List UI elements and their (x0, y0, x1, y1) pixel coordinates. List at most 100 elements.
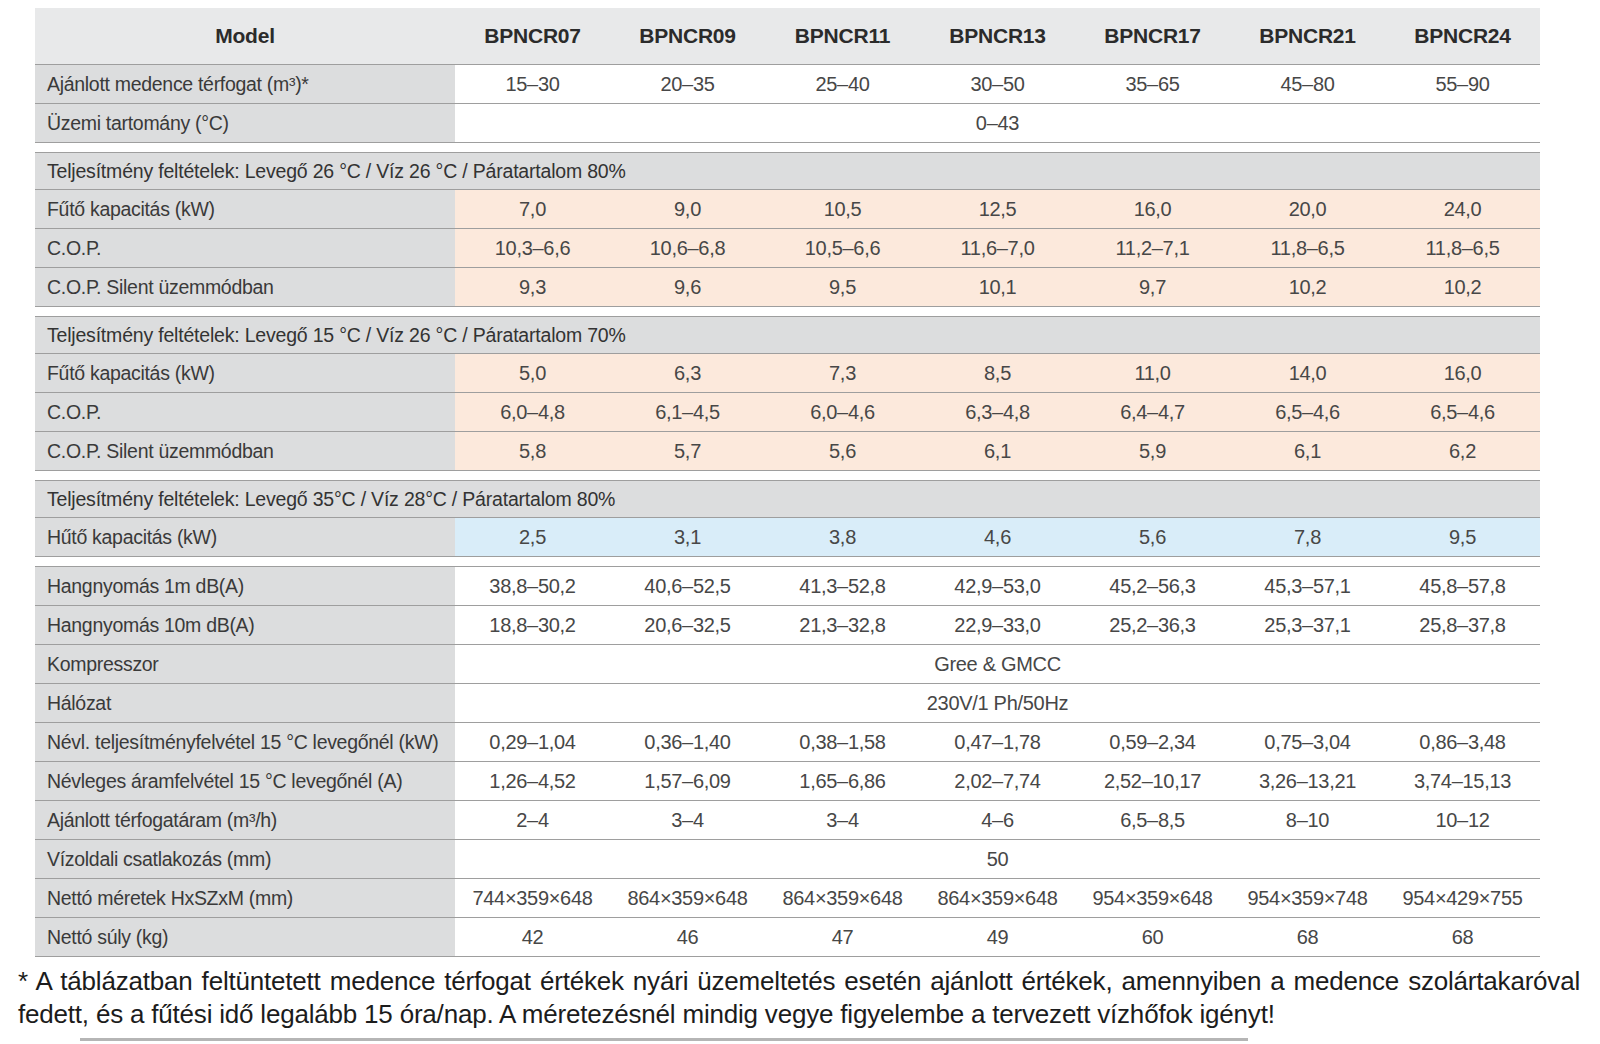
value-cell: 60 (1075, 918, 1230, 957)
value-cell: 0,47–1,78 (920, 723, 1075, 762)
col-header-bpncr09: BPNCR09 (610, 8, 765, 65)
row-label: Fűtő kapacitás (kW) (35, 190, 455, 229)
row-label: Hangnyomás 1m dB(A) (35, 567, 455, 606)
value-cell: 16,0 (1385, 354, 1540, 393)
value-cell: 0,86–3,48 (1385, 723, 1540, 762)
table-row: KompresszorGree & GMCC (35, 645, 1540, 684)
value-cell: 10–12 (1385, 801, 1540, 840)
row-label: Vízoldali csatlakozás (mm) (35, 840, 455, 879)
table-row: Fűtő kapacitás (kW)5,06,37,38,511,014,01… (35, 354, 1540, 393)
row-label: Névl. teljesítményfelvétel 15 °C levegőn… (35, 723, 455, 762)
section-gap-row (35, 471, 1540, 481)
row-label: Kompresszor (35, 645, 455, 684)
col-header-model: Model (35, 8, 455, 65)
value-cell: 864×359×648 (920, 879, 1075, 918)
value-cell: 20–35 (610, 65, 765, 104)
value-cell: 15–30 (455, 65, 610, 104)
value-cell: 49 (920, 918, 1075, 957)
value-cell: 3,74–15,13 (1385, 762, 1540, 801)
value-cell: 7,8 (1230, 518, 1385, 557)
value-cell: 6,3 (610, 354, 765, 393)
value-cell: 7,3 (765, 354, 920, 393)
table-row: Névleges áramfelvétel 15 °C levegőnél (A… (35, 762, 1540, 801)
value-cell: 25,3–37,1 (1230, 606, 1385, 645)
value-cell: 954×359×748 (1230, 879, 1385, 918)
gap-cell (35, 557, 1540, 567)
gap-cell (35, 143, 1540, 153)
value-cell: 12,5 (920, 190, 1075, 229)
section-gap-row (35, 143, 1540, 153)
merged-value-cell: 230V/1 Ph/50Hz (455, 684, 1540, 723)
value-cell: 3–4 (765, 801, 920, 840)
value-cell: 45–80 (1230, 65, 1385, 104)
table-header-row: Model BPNCR07 BPNCR09 BPNCR11 BPNCR13 BP… (35, 8, 1540, 65)
value-cell: 45,3–57,1 (1230, 567, 1385, 606)
row-label: C.O.P. Silent üzemmódban (35, 268, 455, 307)
table-row: Vízoldali csatlakozás (mm)50 (35, 840, 1540, 879)
value-cell: 2,5 (455, 518, 610, 557)
value-cell: 6,4–4,7 (1075, 393, 1230, 432)
value-cell: 2,02–7,74 (920, 762, 1075, 801)
value-cell: 6,1 (1230, 432, 1385, 471)
value-cell: 45,2–56,3 (1075, 567, 1230, 606)
value-cell: 21,3–32,8 (765, 606, 920, 645)
value-cell: 10,1 (920, 268, 1075, 307)
value-cell: 1,26–4,52 (455, 762, 610, 801)
section-header-row: Teljesítmény feltételek: Levegő 35°C / V… (35, 481, 1540, 518)
section-header-label: Teljesítmény feltételek: Levegő 35°C / V… (35, 481, 1540, 518)
spec-table-wrap: Model BPNCR07 BPNCR09 BPNCR11 BPNCR13 BP… (0, 0, 1600, 957)
row-label: Nettó súly (kg) (35, 918, 455, 957)
value-cell: 41,3–52,8 (765, 567, 920, 606)
col-header-bpncr24: BPNCR24 (1385, 8, 1540, 65)
merged-value-cell: 0–43 (455, 104, 1540, 143)
table-row: C.O.P. Silent üzemmódban9,39,69,510,19,7… (35, 268, 1540, 307)
value-cell: 6,1 (920, 432, 1075, 471)
value-cell: 55–90 (1385, 65, 1540, 104)
value-cell: 25,8–37,8 (1385, 606, 1540, 645)
table-row: Névl. teljesítményfelvétel 15 °C levegőn… (35, 723, 1540, 762)
value-cell: 7,0 (455, 190, 610, 229)
spec-table: Model BPNCR07 BPNCR09 BPNCR11 BPNCR13 BP… (35, 8, 1540, 957)
value-cell: 35–65 (1075, 65, 1230, 104)
value-cell: 9,5 (1385, 518, 1540, 557)
table-row: C.O.P.6,0–4,86,1–4,56,0–4,66,3–4,86,4–4,… (35, 393, 1540, 432)
value-cell: 46 (610, 918, 765, 957)
value-cell: 1,57–6,09 (610, 762, 765, 801)
value-cell: 3,1 (610, 518, 765, 557)
value-cell: 25,2–36,3 (1075, 606, 1230, 645)
value-cell: 0,38–1,58 (765, 723, 920, 762)
value-cell: 1,65–6,86 (765, 762, 920, 801)
value-cell: 42 (455, 918, 610, 957)
section-header-row: Teljesítmény feltételek: Levegő 15 °C / … (35, 317, 1540, 354)
table-row: Ajánlott térfogatáram (m³/h)2–43–43–44–6… (35, 801, 1540, 840)
value-cell: 10,2 (1230, 268, 1385, 307)
value-cell: 10,2 (1385, 268, 1540, 307)
value-cell: 8–10 (1230, 801, 1385, 840)
col-header-bpncr17: BPNCR17 (1075, 8, 1230, 65)
value-cell: 11,8–6,5 (1385, 229, 1540, 268)
value-cell: 9,3 (455, 268, 610, 307)
value-cell: 6,5–8,5 (1075, 801, 1230, 840)
value-cell: 40,6–52,5 (610, 567, 765, 606)
col-header-bpncr21: BPNCR21 (1230, 8, 1385, 65)
value-cell: 68 (1230, 918, 1385, 957)
value-cell: 0,75–3,04 (1230, 723, 1385, 762)
row-label: C.O.P. Silent üzemmódban (35, 432, 455, 471)
value-cell: 9,0 (610, 190, 765, 229)
value-cell: 6,0–4,6 (765, 393, 920, 432)
value-cell: 2–4 (455, 801, 610, 840)
value-cell: 6,3–4,8 (920, 393, 1075, 432)
value-cell: 9,5 (765, 268, 920, 307)
value-cell: 8,5 (920, 354, 1075, 393)
value-cell: 3–4 (610, 801, 765, 840)
value-cell: 0,36–1,40 (610, 723, 765, 762)
table-row: C.O.P. Silent üzemmódban5,85,75,66,15,96… (35, 432, 1540, 471)
table-row: Ajánlott medence térfogat (m³)*15–3020–3… (35, 65, 1540, 104)
row-label: Hűtő kapacitás (kW) (35, 518, 455, 557)
table-row: Hangnyomás 10m dB(A)18,8–30,220,6–32,521… (35, 606, 1540, 645)
table-row: Hálózat230V/1 Ph/50Hz (35, 684, 1540, 723)
value-cell: 744×359×648 (455, 879, 610, 918)
value-cell: 5,8 (455, 432, 610, 471)
gap-cell (35, 471, 1540, 481)
row-label: C.O.P. (35, 393, 455, 432)
